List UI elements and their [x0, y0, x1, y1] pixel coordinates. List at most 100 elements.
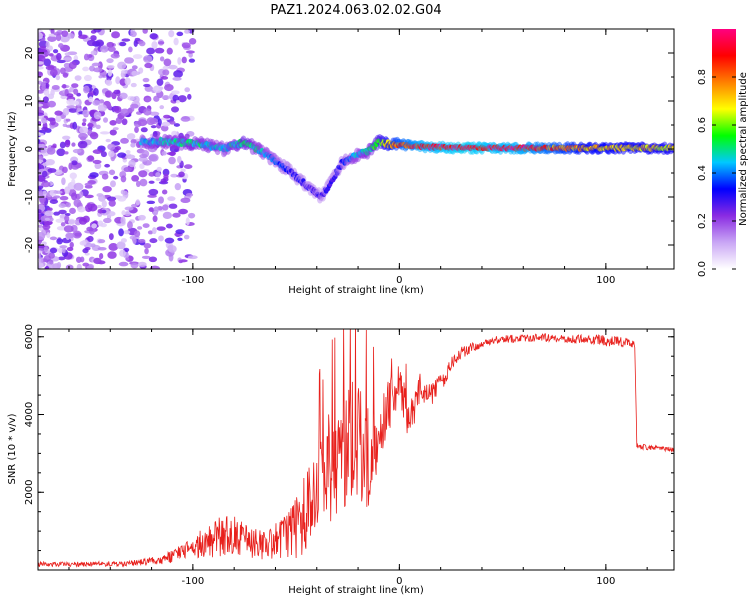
spectrogram-noise-blob [45, 65, 55, 71]
spectrogram-noise-blob [107, 251, 117, 259]
spectrogram-noise-blob [60, 94, 67, 100]
snr-ticks: -100 0 100 2000 4000 6000 [24, 324, 674, 587]
spectrogram-noise-blob [171, 90, 180, 95]
spectrogram-noise-blob [184, 29, 191, 34]
spectrogram-noise-blob [54, 110, 63, 116]
spectrogram-noise-blob [177, 155, 182, 164]
spectrogram-noise-blob [141, 255, 151, 259]
spectrogram-noise-blob [84, 182, 93, 187]
spectrogram-noise-blob [125, 257, 130, 261]
spectrogram-noise-blob [172, 212, 181, 218]
spectrogram-noise-blob [152, 85, 163, 93]
spectrogram-noise-blob [144, 97, 152, 102]
colorbar-label: Normalized spectral amplitude [738, 72, 749, 226]
spectrogram-noise-blob [149, 33, 158, 40]
spectrogram-noise-blob [45, 41, 50, 48]
spectrogram-noise-blob [58, 43, 64, 49]
x-tick-label: -100 [182, 275, 205, 286]
spectrogram-noise-blob [38, 66, 44, 70]
spectrogram-noise-blob [112, 175, 119, 180]
spectrogram-noise-blob [47, 93, 55, 100]
spectrogram-noise-blob [67, 218, 76, 226]
spectrogram-noise-blob [68, 108, 78, 113]
spectrogram-noise-blob [181, 116, 190, 120]
spectrogram-noise-blob [61, 83, 67, 89]
spectrogram-noise-blob [108, 150, 115, 158]
spectrogram-noise-blob [49, 259, 54, 265]
spectrogram-noise-blob [46, 207, 53, 212]
spectrogram-noise-blob [161, 151, 167, 156]
spectrogram-noise-blob [152, 215, 158, 223]
spectrogram-noise-blob [64, 215, 70, 222]
spectrogram-noise-blob [43, 88, 50, 96]
spectrogram-noise-blob [48, 252, 55, 259]
spectrogram-noise-blob [127, 95, 135, 101]
spectrogram-noise-blob [151, 227, 157, 235]
spectrogram-ylabel: Frequency (Hz) [7, 111, 18, 187]
colorbar-tick-label: 0.0 [697, 261, 708, 277]
spectrogram-noise-blob [107, 104, 112, 110]
spectrogram-noise-blob [58, 203, 67, 208]
spectrogram-noise-blob [143, 55, 153, 63]
spectrogram-noise-blob [47, 100, 56, 108]
spectrogram-noise-blob [168, 64, 178, 70]
spectrogram-noise-blob [38, 31, 43, 40]
spectrogram-noise-blob [107, 46, 116, 52]
spectrogram-noise-blob [71, 178, 76, 186]
y-tick-label: 6000 [24, 324, 35, 349]
spectrogram-noise-blob [38, 262, 44, 269]
spectrogram-noise-blob [116, 241, 126, 250]
spectrogram-noise-blob [167, 245, 177, 253]
colorbar-ticks: 0.0 0.2 0.4 0.6 0.8 [697, 69, 736, 277]
spectrogram-noise-blob [121, 118, 128, 126]
spectrogram-noise-blob [38, 185, 44, 190]
spectrogram-noise-blob [118, 228, 124, 237]
spectrogram-noise-blob [173, 70, 183, 78]
spectrogram-noise-blob [173, 37, 179, 46]
spectrogram-noise-blob [168, 203, 178, 209]
spectrogram-noise-blob [169, 120, 176, 125]
spectrogram-noise-blob [102, 117, 109, 123]
spectrogram-noise-blob [104, 163, 111, 168]
spectrogram-noise-blob [42, 190, 47, 197]
spectrogram-noise-blob [148, 171, 156, 177]
spectrogram-noise-blob [188, 37, 197, 45]
spectrogram-noise-blob [101, 200, 107, 208]
spectrogram-noise-blob [113, 105, 122, 114]
spectrogram-noise-blob [99, 131, 110, 135]
spectrogram-noise-blob [78, 132, 88, 140]
spectrogram-noise-blob [58, 209, 67, 215]
spectrogram-noise-blob [65, 212, 71, 217]
spectrogram-noise-blob [51, 85, 60, 90]
spectrogram-noise-blob [69, 241, 74, 249]
spectrogram-noise-blob [128, 107, 135, 113]
spectrogram-noise-blob [108, 233, 114, 241]
spectrogram-noise-blob [48, 53, 54, 57]
spectrogram-noise-blob [137, 238, 146, 244]
spectrogram-noise-blob [178, 208, 188, 215]
spectrogram-noise-blob [55, 115, 62, 123]
spectrogram-noise-blob [82, 66, 90, 72]
spectrogram-noise-blob [62, 57, 73, 61]
spectrogram-noise-blob [74, 232, 82, 237]
spectrogram-noise-blob [117, 195, 127, 202]
spectrogram-noise-blob [135, 199, 141, 206]
spectrogram-noise-blob [123, 166, 132, 172]
spectrogram-noise-blob [64, 186, 71, 194]
spectrogram-noise-blob [49, 118, 56, 126]
spectrogram-noise-blob [143, 108, 152, 116]
spectrogram-noise-blob [115, 145, 122, 151]
spectrogram-noise-blob [55, 74, 61, 81]
spectrogram-noise-blob [175, 100, 180, 104]
spectrogram-noise-blob [56, 238, 63, 245]
x-tick-label: -100 [182, 576, 205, 587]
spectrogram-noise-blob [123, 230, 131, 235]
spectrogram-noise-blob [41, 117, 47, 124]
spectrogram-noise-blob [120, 238, 127, 243]
x-tick-label: 100 [596, 576, 615, 587]
spectrogram-noise-blob [137, 119, 148, 127]
y-tick-label: 20 [24, 47, 35, 60]
